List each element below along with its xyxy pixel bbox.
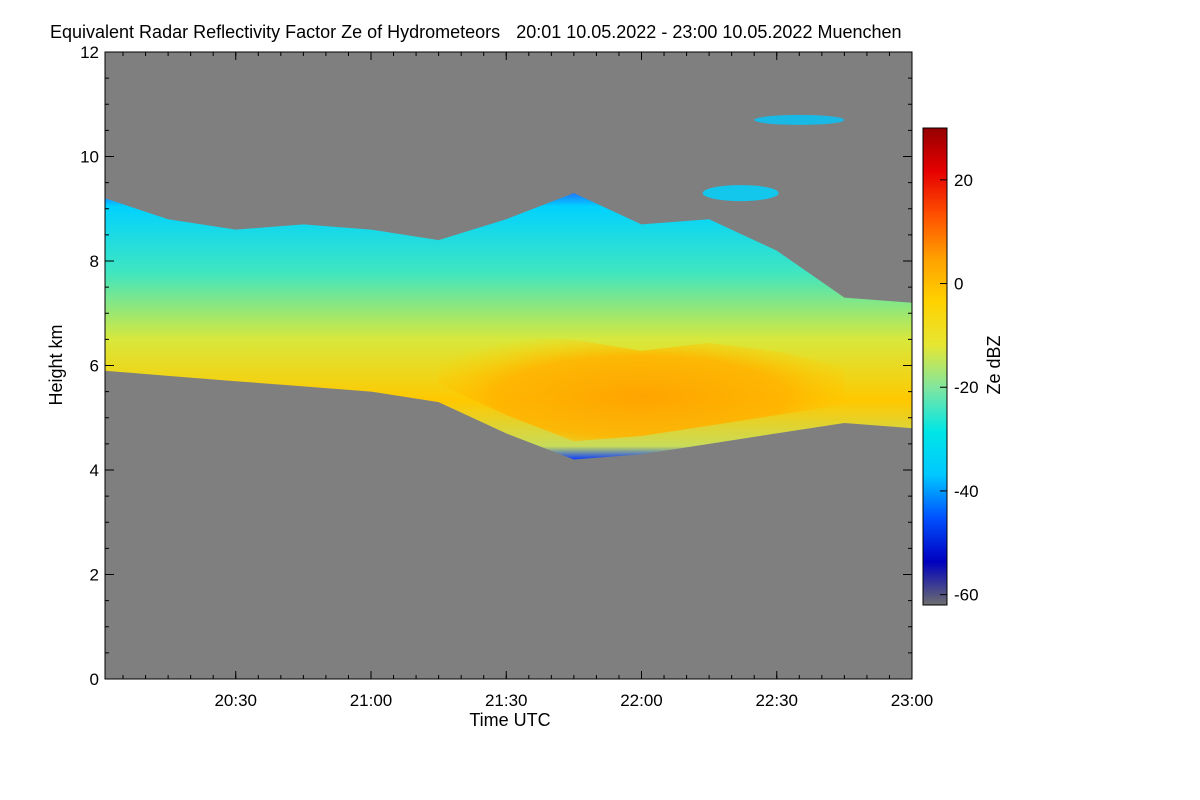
cirrus-patch (754, 114, 845, 125)
y-tick-label: 0 (90, 670, 99, 689)
colorbar-label: Ze dBZ (984, 335, 1004, 394)
chart-title-main: Equivalent Radar Reflectivity Factor Ze … (50, 22, 500, 42)
x-tick-label: 22:30 (755, 691, 798, 710)
colorbar-tick-label: -40 (954, 482, 979, 501)
y-axis-label: Height km (46, 324, 66, 405)
axes: 20:30 21:00 21:30 22:00 22:30 23:00 0 2 4 6 8 10 12 (80, 43, 933, 710)
colorbar: 20 0 -20 -40 -60 (922, 127, 979, 606)
x-tick-label: 22:00 (620, 691, 663, 710)
colorbar-tick-label: -60 (954, 586, 979, 605)
x-tick-label: 21:00 (350, 691, 393, 710)
chart-title: Equivalent Radar Reflectivity Factor Ze … (50, 22, 902, 42)
y-tick-label: 10 (80, 148, 99, 167)
x-axis-label: Time UTC (469, 710, 550, 730)
y-tick-label: 6 (90, 357, 99, 376)
plot-area (105, 52, 912, 679)
y-tick-label: 12 (80, 43, 99, 62)
y-tick-label: 8 (90, 252, 99, 271)
cirrus-patch (702, 185, 779, 202)
colorbar-tick-label: 0 (954, 275, 963, 294)
y-tick-label: 2 (90, 566, 99, 585)
colorbar-tick-label: -20 (954, 378, 979, 397)
colorbar-tick-label: 20 (954, 171, 973, 190)
x-tick-label: 23:00 (891, 691, 934, 710)
chart-subtitle: 20:01 10.05.2022 - 23:00 10.05.2022 Muen… (516, 22, 901, 42)
colorbar-scale (922, 127, 948, 606)
x-tick-label: 20:30 (214, 691, 257, 710)
cloud-core (438, 329, 845, 442)
x-tick-label: 21:30 (485, 691, 528, 710)
y-tick-label: 4 (90, 461, 99, 480)
